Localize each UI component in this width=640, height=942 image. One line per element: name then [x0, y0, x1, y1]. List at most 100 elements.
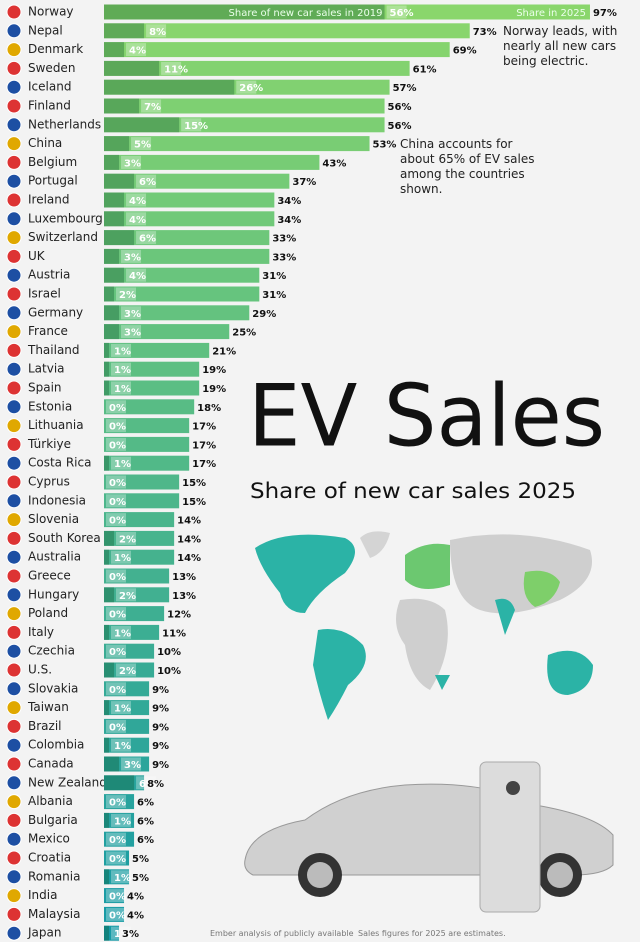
- bar-2019: [104, 192, 125, 208]
- flag: [6, 568, 22, 584]
- value-label-2025: 6%: [137, 816, 154, 827]
- value-label-2025: 34%: [277, 196, 301, 207]
- world-map: [255, 531, 593, 720]
- country-label: Poland: [28, 606, 68, 620]
- label-box: [136, 174, 157, 188]
- value-label-2025: 97%: [593, 8, 617, 19]
- country-label: Canada: [28, 757, 74, 771]
- bar-2019: [104, 23, 145, 39]
- label-box: [106, 644, 126, 658]
- bar-2019: [104, 549, 110, 565]
- country-label: South Korea: [28, 531, 101, 545]
- value-label-2019: 26%: [239, 83, 263, 94]
- bar-2019: [104, 925, 110, 941]
- label-box: [121, 155, 142, 169]
- label-box: [106, 607, 126, 621]
- value-label-2025: 12%: [167, 610, 191, 621]
- value-label-2019: 3%: [124, 760, 141, 771]
- bar-2025: [104, 305, 250, 321]
- value-label-2025: 17%: [192, 459, 216, 470]
- bar-2025: [104, 342, 210, 358]
- country-label: Slovenia: [28, 512, 79, 526]
- country-label: Brazil: [28, 719, 62, 733]
- label-box: [126, 43, 147, 57]
- country-label: UK: [28, 249, 46, 263]
- value-label-2019: 2%: [119, 534, 136, 545]
- country-label: Türkiye: [27, 437, 71, 451]
- flag: [6, 530, 22, 546]
- value-label-2019: 6%: [139, 234, 156, 245]
- flag: [6, 474, 22, 490]
- bar-2019: [104, 380, 110, 396]
- country-label: Malaysia: [28, 907, 80, 921]
- label-box: [111, 813, 132, 827]
- flag: [6, 136, 22, 152]
- bar-2025: [104, 60, 410, 76]
- bar-2025: [104, 98, 385, 114]
- country-label: Hungary: [28, 587, 79, 601]
- label-box: [106, 682, 126, 696]
- value-label-2019: 1%: [114, 628, 131, 639]
- bar-2025: [104, 399, 195, 415]
- country-label: Colombia: [28, 738, 84, 752]
- value-label-2019: 0%: [109, 572, 126, 583]
- flag: [6, 888, 22, 904]
- value-label-2019: 0%: [109, 497, 126, 508]
- label-box: [111, 625, 132, 639]
- country-label: Thailand: [27, 343, 80, 357]
- label-box: [106, 419, 126, 433]
- value-label-2019: 1%: [114, 873, 131, 884]
- value-label-2019: 5%: [134, 140, 151, 151]
- bar-2025: [104, 512, 175, 528]
- bar-2019: [104, 267, 125, 283]
- flag: [6, 850, 22, 866]
- country-label: Mexico: [28, 832, 70, 846]
- flag: [6, 42, 22, 58]
- value-label-2025: 6%: [137, 835, 154, 846]
- bar-2019: [104, 79, 235, 95]
- value-label-2025: 29%: [252, 309, 276, 320]
- flag: [6, 342, 22, 358]
- label-box: [106, 719, 126, 733]
- country-label: Lithuania: [28, 418, 84, 432]
- country-label: Slovakia: [28, 681, 78, 695]
- value-label-2019: 4%: [129, 46, 146, 57]
- country-label: Australia: [28, 550, 81, 564]
- value-label-2025: 61%: [413, 64, 437, 75]
- country-label: Romania: [28, 869, 80, 883]
- label-box: [106, 475, 126, 489]
- value-label-2025: 37%: [292, 177, 316, 188]
- value-label-2019: 1%: [114, 384, 131, 395]
- label-box: [111, 456, 132, 470]
- bar-2025: [104, 493, 180, 509]
- flag: [6, 737, 22, 753]
- value-label-2025: 14%: [177, 516, 201, 527]
- legend-2025: Share in 2025: [516, 8, 586, 19]
- bar-2025: [104, 474, 180, 490]
- label-box: [106, 889, 126, 903]
- country-label: Nepal: [28, 23, 63, 37]
- flag: [6, 587, 22, 603]
- value-label-2019: 1%: [114, 816, 131, 827]
- bar-2025: [104, 831, 135, 847]
- bar-2025: [104, 79, 390, 95]
- flag: [6, 643, 22, 659]
- flag: [6, 211, 22, 227]
- bar-2025: [104, 361, 200, 377]
- value-label-2025: 33%: [272, 234, 296, 245]
- bar-2025: [104, 324, 230, 340]
- bar-2019: [104, 324, 120, 340]
- label-box: [121, 249, 142, 263]
- value-label-2025: 5%: [132, 854, 149, 865]
- bar-2025: [104, 286, 260, 302]
- label-box: [106, 400, 126, 414]
- country-label: Albania: [28, 794, 73, 808]
- value-label-2019: 0%: [109, 854, 126, 865]
- country-label: Croatia: [28, 851, 71, 865]
- label-box: [386, 5, 407, 19]
- bar-2025: [104, 136, 370, 152]
- flag: [6, 455, 22, 471]
- flag: [6, 230, 22, 246]
- value-label-2025: 34%: [277, 215, 301, 226]
- label-box: [106, 832, 126, 846]
